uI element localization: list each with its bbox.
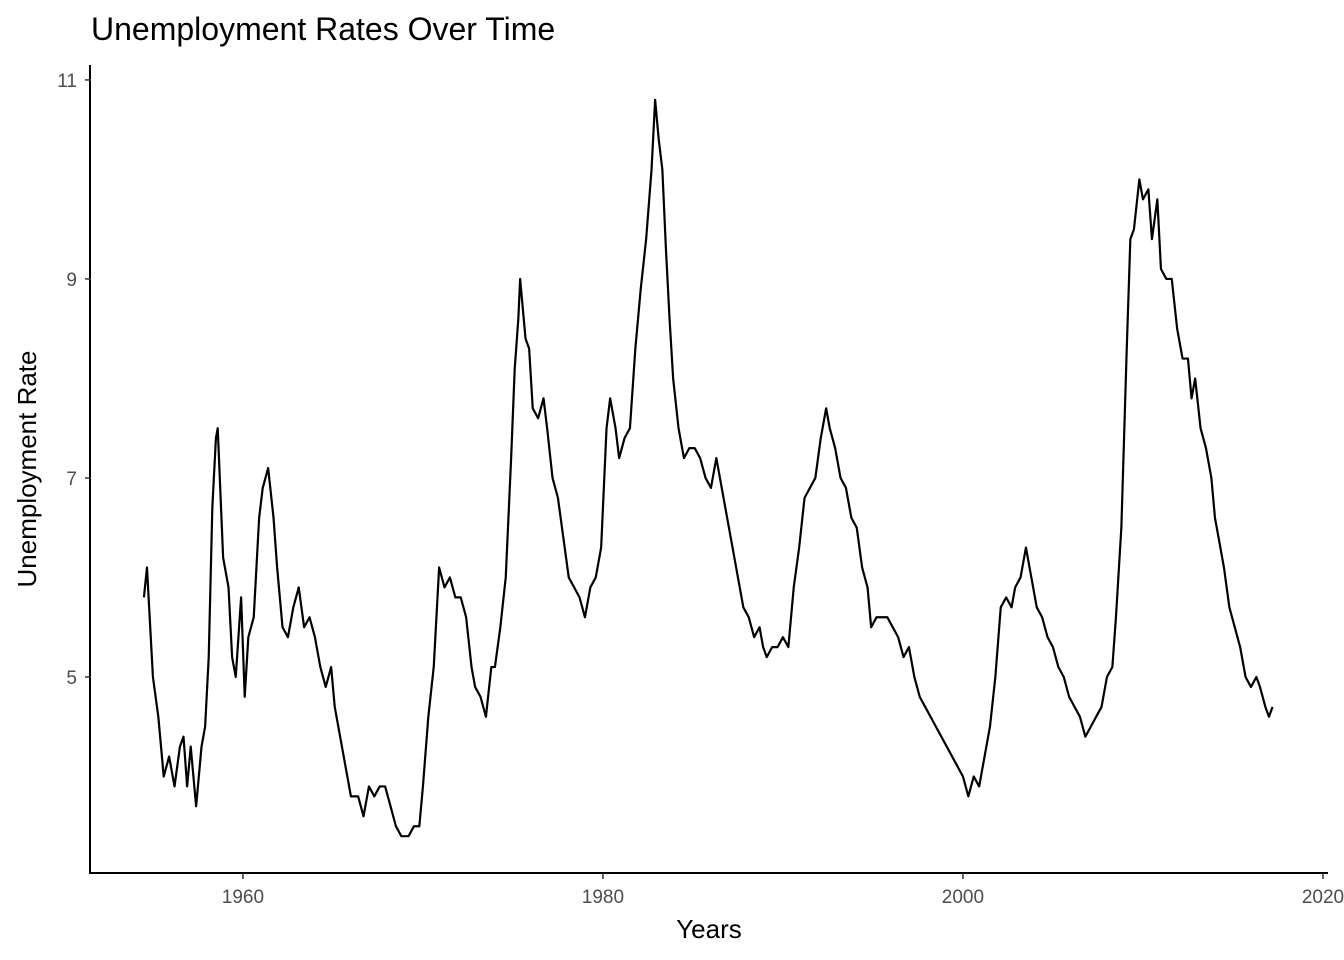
x-axis-title: Years xyxy=(676,914,742,944)
data-line xyxy=(142,98,1274,838)
y-tick-label: 5 xyxy=(66,668,77,689)
x-tick-label: 2020 xyxy=(1302,887,1344,908)
x-tick-label: 2000 xyxy=(942,887,984,908)
y-tick-label: 11 xyxy=(57,71,77,92)
y-tick-label: 9 xyxy=(66,270,77,291)
y-tick-label: 7 xyxy=(66,469,77,490)
chart-title: Unemployment Rates Over Time xyxy=(91,11,555,47)
x-tick-label: 1960 xyxy=(222,887,264,908)
y-axis-title: Unemployment Rate xyxy=(12,351,42,588)
x-tick-label: 1980 xyxy=(582,887,624,908)
